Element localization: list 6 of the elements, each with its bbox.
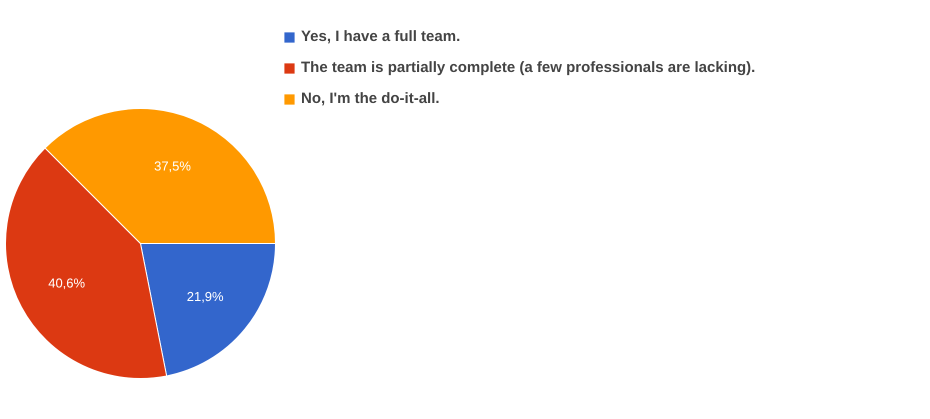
legend-label: Yes, I have a full team. bbox=[301, 28, 460, 45]
legend-label: The team is partially complete (a few professionals are lacking). bbox=[301, 59, 756, 76]
data-label: 37,5% bbox=[154, 158, 192, 174]
legend-label: No, I'm the do-it-all. bbox=[301, 90, 440, 107]
data-label: 40,6% bbox=[48, 275, 86, 290]
data-label: 21,9% bbox=[186, 289, 224, 304]
